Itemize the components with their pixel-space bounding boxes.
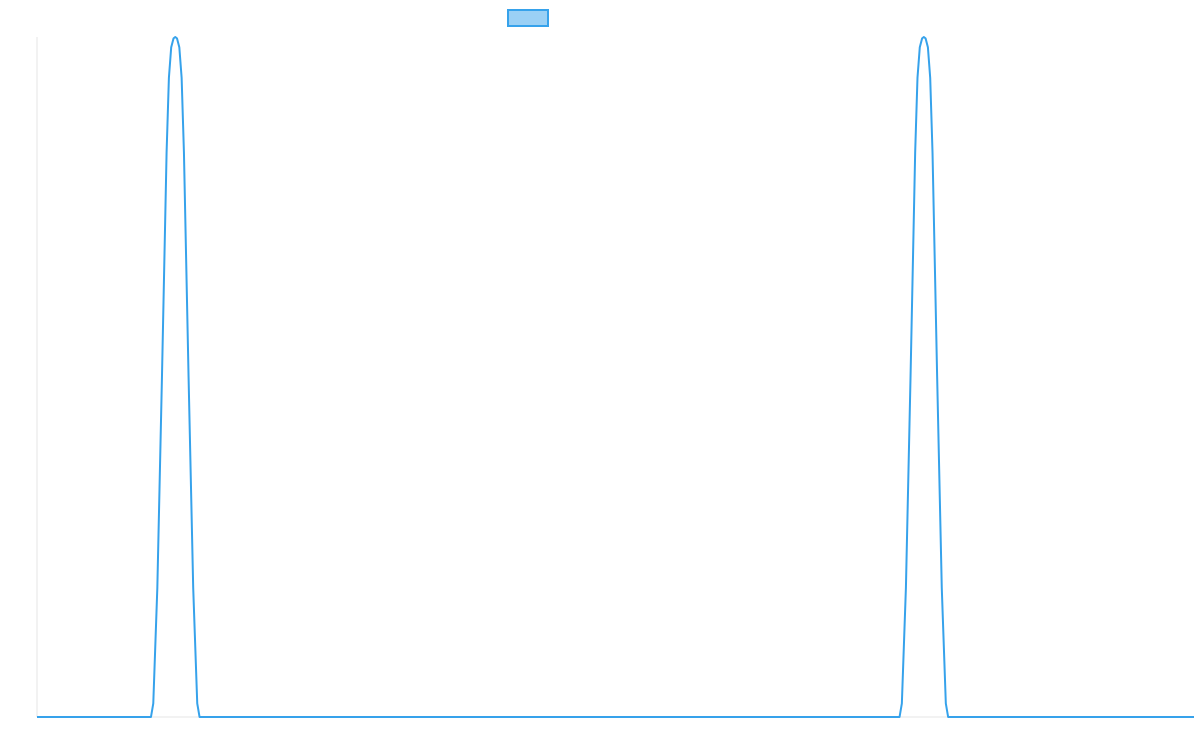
legend-swatch[interactable] [507,9,549,27]
legend[interactable] [507,9,549,27]
series-line-0[interactable] [37,36,1194,718]
series-group [37,36,1194,718]
